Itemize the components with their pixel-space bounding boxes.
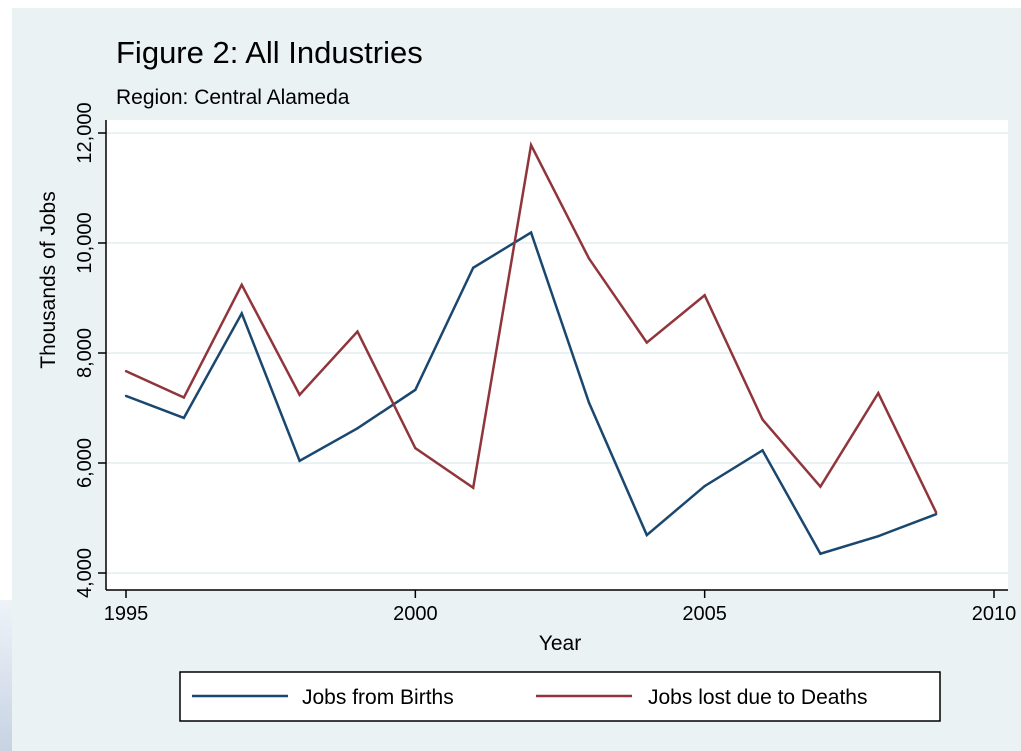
data-point-jobs-lost-due-to-deaths xyxy=(240,283,243,286)
data-point-jobs-lost-due-to-deaths xyxy=(645,341,648,344)
gridlines xyxy=(106,132,1008,574)
y-tick-label: 8,000 xyxy=(74,328,96,378)
data-point-jobs-lost-due-to-deaths xyxy=(298,393,301,396)
x-axis-title: Year xyxy=(539,632,581,655)
x-tick-label: 1995 xyxy=(104,603,149,625)
data-point-jobs-lost-due-to-deaths xyxy=(703,294,706,297)
y-tick-label: 4,000 xyxy=(74,548,96,598)
data-point-jobs-from-births xyxy=(587,401,591,404)
data-point-jobs-from-births xyxy=(124,394,128,398)
data-point-jobs-lost-due-to-deaths xyxy=(529,143,533,147)
data-point-jobs-from-births xyxy=(761,449,764,452)
plot-area xyxy=(106,120,1008,590)
data-point-jobs-lost-due-to-deaths xyxy=(356,330,359,333)
series-lines xyxy=(124,141,938,556)
data-point-jobs-from-births xyxy=(819,552,822,555)
chart-title: Figure 2: All Industries xyxy=(116,35,423,70)
x-tick-label: 2010 xyxy=(972,603,1017,625)
data-point-jobs-lost-due-to-deaths xyxy=(761,418,764,421)
x-tick-label: 2005 xyxy=(682,603,727,625)
data-point-jobs-from-births xyxy=(877,534,880,538)
data-point-jobs-lost-due-to-deaths xyxy=(182,396,186,399)
y-tick-label: 6,000 xyxy=(74,438,96,488)
data-point-jobs-lost-due-to-deaths xyxy=(472,486,475,489)
legend-box xyxy=(179,671,941,722)
y-tick-label: 10,000 xyxy=(74,212,96,273)
legend-label-jobs-from-births: Jobs from Births xyxy=(302,686,454,709)
y-tick-label: 12,000 xyxy=(74,102,96,163)
y-axis-ticks: 4,000 6,000 8,000 10,000 12,000 xyxy=(74,102,106,598)
data-point-jobs-from-births xyxy=(414,388,417,392)
data-point-jobs-from-births xyxy=(356,427,359,430)
legend-label-jobs-lost-due-to-deaths: Jobs lost due to Deaths xyxy=(648,686,867,709)
legend: Jobs from Births Jobs lost due to Deaths xyxy=(179,671,941,722)
data-point-jobs-from-births xyxy=(529,231,533,234)
data-point-jobs-from-births xyxy=(182,416,186,420)
data-point-jobs-from-births xyxy=(703,484,706,488)
data-point-jobs-lost-due-to-deaths xyxy=(877,391,880,395)
data-point-jobs-lost-due-to-deaths xyxy=(819,485,822,488)
data-point-jobs-from-births xyxy=(645,533,648,537)
data-point-jobs-from-births xyxy=(240,312,243,315)
data-point-jobs-from-births xyxy=(934,512,938,516)
data-point-jobs-lost-due-to-deaths xyxy=(124,369,128,373)
data-point-jobs-lost-due-to-deaths xyxy=(414,446,417,450)
x-axis-ticks: 1995 2000 2005 2010 xyxy=(104,590,1017,625)
chart-subtitle: Region: Central Alameda xyxy=(116,86,350,109)
data-point-jobs-from-births xyxy=(472,266,475,269)
data-point-jobs-from-births xyxy=(298,459,301,462)
data-point-jobs-lost-due-to-deaths xyxy=(934,511,938,514)
data-point-jobs-lost-due-to-deaths xyxy=(587,257,591,260)
corner-background xyxy=(0,600,12,751)
y-axis-title: Thousands of Jobs xyxy=(37,191,60,368)
x-tick-label: 2000 xyxy=(393,603,438,625)
